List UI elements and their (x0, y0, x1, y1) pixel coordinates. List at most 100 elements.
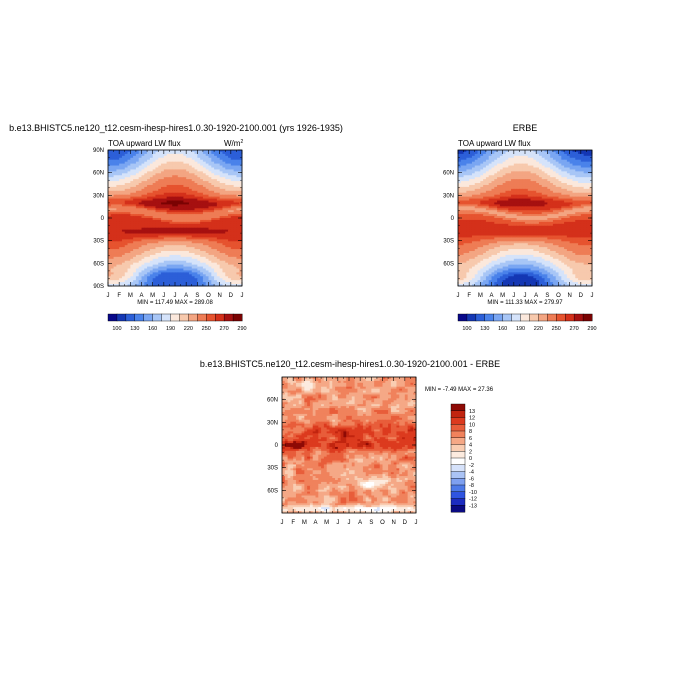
heatmap-cell (147, 198, 151, 201)
heatmap-cell (188, 214, 193, 217)
heatmap-cell (135, 254, 140, 258)
heatmap-cell (127, 163, 131, 166)
heatmap-cell (191, 278, 195, 281)
heatmap-cell (230, 177, 235, 180)
heatmap-cell (513, 171, 518, 174)
heatmap-cell (480, 190, 484, 194)
heatmap-cell (116, 214, 120, 217)
heatmap-cell (561, 190, 565, 194)
heatmap-cell (161, 173, 165, 176)
heatmap-cell (502, 161, 506, 164)
heatmap-cell (113, 210, 117, 213)
heatmap-cell (149, 235, 154, 238)
heatmap-cell (525, 196, 529, 199)
heatmap-cell (491, 159, 495, 163)
heatmap-cell (149, 243, 154, 246)
heatmap-cell (233, 252, 237, 256)
heatmap-cell (564, 173, 568, 176)
heatmap-cell (505, 165, 509, 168)
heatmap-cell (541, 190, 545, 194)
heatmap-cell (155, 161, 159, 164)
heatmap-cell (124, 223, 128, 227)
heatmap-cell (158, 235, 162, 238)
heatmap-cell (211, 229, 215, 232)
heatmap-cell (508, 155, 512, 159)
heatmap-cell (236, 241, 240, 244)
heatmap-cell (222, 181, 226, 184)
heatmap-cell (219, 194, 223, 198)
heatmap-cell (188, 188, 193, 192)
heatmap-cell (469, 151, 473, 155)
heatmap-cell (222, 274, 226, 277)
heatmap-cell (578, 163, 582, 166)
heatmap-cell (180, 181, 184, 184)
heatmap-cell (158, 270, 162, 273)
heatmap-cell (119, 262, 123, 266)
heatmap-cell (522, 183, 526, 186)
heatmap-cell (228, 268, 232, 271)
heatmap-cell (228, 239, 232, 242)
heatmap-cell (589, 184, 593, 188)
heatmap-cell (214, 198, 218, 201)
heatmap-cell (200, 155, 204, 159)
heatmap-cell (119, 179, 123, 182)
heatmap-cell (163, 194, 168, 198)
heatmap-cell (116, 278, 120, 281)
heatmap-cell (169, 282, 173, 285)
heatmap-cell (110, 218, 114, 221)
heatmap-cell (133, 276, 137, 279)
heatmap-cell (197, 252, 201, 256)
heatmap-cell (499, 196, 504, 199)
heatmap-cell (166, 227, 170, 231)
heatmap-cell (239, 256, 243, 260)
heatmap-cell (208, 282, 212, 285)
heatmap-cell (219, 183, 223, 186)
heatmap-cell (236, 276, 240, 279)
heatmap-cell (166, 163, 170, 166)
panel-model-minmax: MIN = 117.49 MAX = 289.08 (137, 300, 213, 306)
heatmap-cell (508, 151, 512, 155)
heatmap-cell (166, 159, 170, 163)
heatmap-cell (578, 171, 582, 174)
heatmap-cell (138, 272, 142, 275)
heatmap-cell (141, 278, 145, 281)
heatmap-cell (211, 188, 215, 192)
heatmap-cell (222, 184, 226, 188)
heatmap-cell (477, 153, 481, 157)
heatmap-cell (124, 219, 128, 223)
heatmap-cell (113, 216, 117, 219)
heatmap-cell (108, 196, 112, 199)
heatmap-cell (522, 171, 526, 174)
heatmap-cell (166, 221, 170, 225)
heatmap-cell (149, 192, 154, 196)
heatmap-cell (155, 165, 159, 168)
heatmap-cell (208, 247, 212, 250)
heatmap-cell (205, 192, 209, 196)
heatmap-cell (130, 231, 134, 234)
heatmap-cell (144, 177, 148, 180)
heatmap-cell (575, 179, 579, 182)
heatmap-cell (552, 196, 557, 199)
heatmap-cell (158, 179, 162, 182)
heatmap-cell (502, 192, 506, 196)
heatmap-cell (188, 173, 193, 176)
heatmap-cell (564, 181, 568, 184)
heatmap-cell (564, 165, 568, 168)
heatmap-cell (169, 218, 173, 221)
heatmap-cell (127, 169, 131, 172)
heatmap-cell (180, 262, 184, 266)
heatmap-cell (205, 264, 209, 267)
heatmap-cell (119, 218, 123, 221)
heatmap-cell (161, 181, 165, 184)
heatmap-cell (158, 260, 162, 264)
heatmap-cell (149, 163, 154, 166)
heatmap-cell (485, 163, 490, 166)
heatmap-cell (555, 192, 559, 196)
heatmap-cell (166, 190, 170, 194)
heatmap-cell (130, 214, 134, 217)
heatmap-cell (575, 171, 579, 174)
heatmap-cell (155, 268, 159, 271)
colorbar-label: 100 (112, 326, 121, 332)
heatmap-cell (530, 151, 534, 155)
heatmap-cell (216, 186, 221, 190)
